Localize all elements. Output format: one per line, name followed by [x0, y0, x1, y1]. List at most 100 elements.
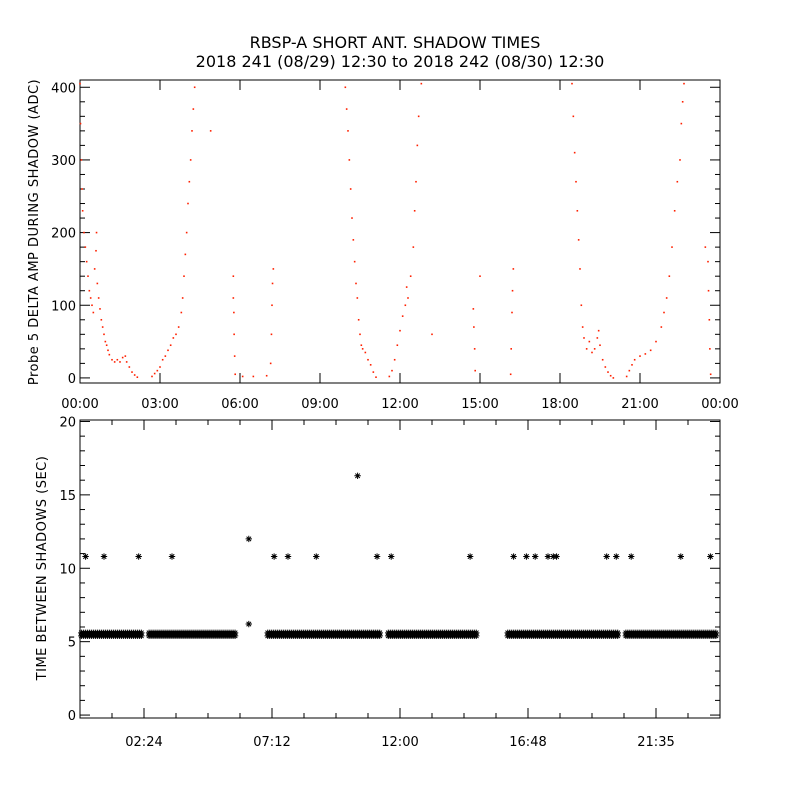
- amplitude-panel: Probe 5 DELTA AMP DURING SHADOW (ADC) 0 1…: [27, 79, 739, 412]
- interval-asterisk: [284, 553, 292, 560]
- amplitude-point: [104, 340, 107, 343]
- amplitude-point: [708, 318, 711, 321]
- amplitude-point: [83, 231, 85, 234]
- amplitude-point: [353, 260, 356, 263]
- amplitude-point: [417, 115, 420, 118]
- amplitude-point: [660, 326, 663, 328]
- y-tick-label: 0: [68, 709, 76, 724]
- amplitude-point: [585, 348, 588, 350]
- amplitude-point: [431, 333, 433, 336]
- amplitude-point: [593, 348, 596, 350]
- amplitude-point: [193, 86, 196, 89]
- plot-frame: [79, 419, 721, 719]
- amplitude-point: [265, 374, 268, 377]
- amplitude-point: [709, 373, 712, 376]
- amplitude-point: [391, 369, 393, 372]
- y-tick-label: 100: [51, 299, 76, 314]
- interval-asterisk: [135, 553, 142, 560]
- baseline-asterisk: [712, 632, 720, 640]
- x-tick-label: 02:24: [125, 735, 162, 750]
- amplitude-point: [233, 355, 236, 357]
- amplitude-point: [84, 246, 87, 248]
- amplitude-point: [631, 364, 633, 366]
- baseline-asterisk: [231, 632, 239, 640]
- amplitude-point: [510, 348, 512, 350]
- x-tick-label: 09:00: [301, 397, 338, 412]
- y-tick-label: 0: [68, 372, 76, 387]
- interval-asterisk: [245, 535, 252, 543]
- amplitude-point: [707, 260, 709, 263]
- amplitude-point: [181, 297, 184, 299]
- amplitude-point: [591, 351, 593, 354]
- amplitude-point: [352, 239, 355, 241]
- amplitude-point: [209, 130, 212, 132]
- amplitude-point: [128, 366, 131, 368]
- amplitude-point: [232, 297, 235, 299]
- interval-asterisk: [613, 553, 620, 560]
- amplitude-y-axis-label: Probe 5 DELTA AMP DURING SHADOW (ADC): [27, 79, 42, 385]
- interval-asterisk: [270, 553, 278, 560]
- amplitude-point: [416, 144, 419, 147]
- amplitude-point: [607, 371, 609, 373]
- amplitude-point: [474, 369, 476, 372]
- amplitude-point: [407, 297, 409, 299]
- amplitude-point: [412, 246, 415, 248]
- chart-subtitle: 2018 241 (08/29) 12:30 to 2018 242 (08/3…: [196, 52, 605, 71]
- amplitude-point: [415, 180, 417, 183]
- amplitude-point: [472, 308, 475, 310]
- amplitude-point: [348, 159, 351, 161]
- amplitude-point: [153, 372, 156, 375]
- interval-y-axis-label: TIME BETWEEN SHADOWS (SEC): [35, 456, 50, 682]
- amplitude-point: [401, 315, 404, 317]
- amplitude-point: [668, 275, 671, 277]
- baseline-asterisk: [614, 632, 621, 640]
- baseline-asterisk: [473, 632, 480, 640]
- amplitude-point: [234, 373, 236, 376]
- amplitude-point: [388, 375, 391, 378]
- x-tick-label: 21:35: [637, 735, 674, 750]
- amplitude-point: [101, 326, 104, 328]
- interval-asterisk: [313, 553, 320, 560]
- y-tick-label: 200: [51, 227, 76, 242]
- amplitude-point: [111, 358, 113, 361]
- x-tick-label: 00:00: [701, 397, 738, 412]
- amplitude-point: [103, 333, 105, 336]
- interval-asterisk: [82, 553, 89, 560]
- shadow-interval-panel: TIME BETWEEN SHADOWS (SEC) 0 5 10 15 20 02:24…: [35, 415, 721, 750]
- amplitude-point: [511, 289, 514, 292]
- amplitude-point: [571, 82, 573, 85]
- amplitude-point: [270, 333, 273, 336]
- amplitude-point: [367, 358, 369, 361]
- amplitude-point: [269, 362, 272, 365]
- amplitude-point: [100, 318, 103, 321]
- amplitude-point: [601, 358, 604, 361]
- amplitude-point: [360, 344, 363, 347]
- amplitude-point: [612, 377, 615, 379]
- x-tick-label: 03:00: [141, 397, 178, 412]
- interval-asterisk: [677, 553, 684, 560]
- amplitude-point: [396, 344, 399, 347]
- amplitude-point: [81, 188, 83, 190]
- amplitude-point: [95, 249, 97, 252]
- y-tick-label: 10: [59, 562, 76, 577]
- amplitude-point: [344, 86, 347, 89]
- interval-asterisk: [100, 553, 108, 560]
- y-tick-label: 15: [59, 489, 76, 504]
- amplitude-point: [175, 333, 177, 336]
- amplitude-point: [187, 202, 189, 205]
- amplitude-point: [628, 369, 631, 372]
- amplitude-point: [96, 282, 99, 285]
- interval-asterisk: [523, 553, 530, 560]
- amplitude-point: [361, 348, 364, 350]
- amplitude-point: [87, 275, 89, 277]
- amplitude-point: [345, 108, 348, 110]
- amplitude-point: [681, 100, 684, 103]
- amplitude-point: [92, 311, 95, 314]
- interval-asterisk: [550, 553, 557, 560]
- amplitude-point: [355, 282, 357, 285]
- amplitude-point: [167, 349, 169, 352]
- x-tick-label: 12:00: [381, 735, 418, 750]
- amplitude-point: [375, 376, 377, 378]
- x-tick-label: 16:48: [509, 735, 546, 750]
- x-tick-label: 06:00: [221, 397, 258, 412]
